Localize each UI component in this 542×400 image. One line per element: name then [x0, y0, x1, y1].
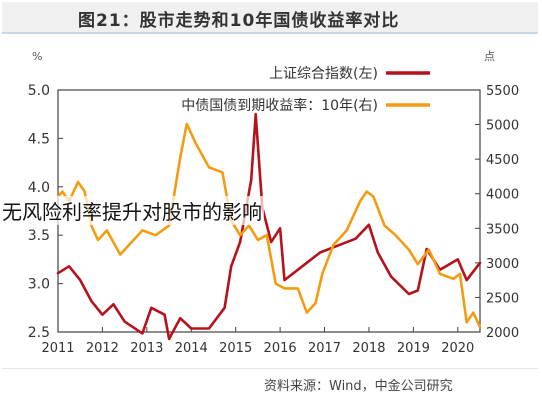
- legend-label: 上证综合指数(左): [269, 66, 378, 82]
- line-chart: % 点 2.5 3.0 3.5 4.0 4.5 5.0 2000 2500 3000 3500 4000…: [28, 50, 519, 356]
- left-axis-tick-label: 3.5: [28, 228, 50, 244]
- left-axis-tick-label: 4.0: [28, 180, 50, 196]
- x-axis-tick-label: 2019: [397, 341, 430, 356]
- series-line-shanghai-index: [56, 112, 482, 341]
- x-axis-tick-label: 2020: [441, 341, 474, 356]
- legend-label: 中债国债到期收益率：10年(右): [181, 97, 378, 114]
- left-axis-tick-label: 3.0: [28, 277, 50, 293]
- series-line-10y-yield: [56, 122, 482, 329]
- legend: 上证综合指数(左) 中债国债到期收益率：10年(右): [181, 66, 430, 114]
- right-axis-tick-label: 3000: [486, 257, 519, 272]
- right-axis-tick-label: 2000: [486, 326, 519, 341]
- right-axis-unit: 点: [484, 50, 495, 63]
- left-axis-tick-label: 4.5: [28, 131, 50, 147]
- right-axis-tick-label: 3500: [486, 222, 519, 237]
- series-layer: [56, 112, 482, 341]
- right-axis-tick-label: 2500: [486, 291, 519, 306]
- x-axis-tick-label: 2014: [175, 341, 208, 356]
- chart-title: 图21：股市走势和10年国债收益率对比: [78, 11, 400, 31]
- source-note: 资料来源：Wind，中金公司研究: [264, 379, 453, 394]
- left-axis-unit: %: [32, 50, 42, 63]
- overlay-caption: 无风险利率提升对股市的影响: [0, 196, 264, 225]
- x-axis-tick-label: 2012: [86, 341, 119, 356]
- x-axis-tick-label: 2017: [308, 341, 341, 356]
- x-axis-tick-label: 2015: [219, 341, 252, 356]
- right-axis-tick-label: 4000: [486, 188, 519, 203]
- chart-title-bar: 图21：股市走势和10年国债收益率对比: [2, 2, 538, 34]
- axes-layer: % 点 2.5 3.0 3.5 4.0 4.5 5.0 2000 2500 3000 3500 4000…: [28, 50, 519, 356]
- x-axis-tick-label: 2013: [130, 341, 163, 356]
- left-axis-tick-label: 2.5: [28, 325, 50, 341]
- x-axis-tick-label: 2018: [352, 341, 385, 356]
- right-axis-tick-label: 5000: [486, 119, 519, 134]
- right-axis-tick-label: 5500: [486, 84, 519, 99]
- x-axis-tick-label: 2011: [41, 341, 74, 356]
- x-axis-tick-label: 2016: [264, 341, 297, 356]
- right-axis-tick-label: 4500: [486, 153, 519, 168]
- left-axis-tick-label: 5.0: [28, 83, 50, 99]
- source-bar: 资料来源：Wind，中金公司研究: [2, 368, 538, 397]
